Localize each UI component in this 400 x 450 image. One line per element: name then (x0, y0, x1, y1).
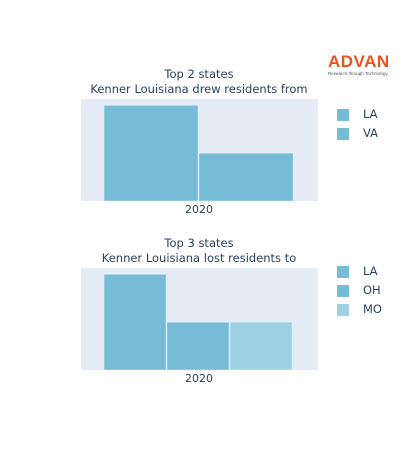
chart-2-svg (103, 274, 293, 370)
logo-tagline: Research through Technology (328, 71, 388, 76)
chart-1-title-line-2: Kenner Louisiana drew residents from (90, 82, 308, 96)
bar-oh[interactable] (166, 321, 230, 370)
chart-1-title: Top 2 states Kenner Louisiana drew resid… (80, 67, 318, 97)
bar-mo[interactable] (229, 321, 293, 370)
legend-label: MO (363, 302, 382, 316)
legend-swatch (337, 266, 349, 278)
bar-la[interactable] (103, 274, 167, 370)
chart-2-title-line-2: Kenner Louisiana lost residents to (101, 251, 297, 265)
legend-label: VA (363, 126, 378, 140)
legend-swatch (337, 285, 349, 297)
chart-1-x-tick: 2020 (185, 203, 213, 216)
legend-swatch (337, 128, 349, 140)
chart-2-title-line-1: Top 3 states (164, 236, 234, 250)
chart-1-title-line-1: Top 2 states (164, 67, 234, 81)
logo-text: ADVAN (328, 52, 390, 71)
chart-1-svg (103, 105, 294, 201)
legend-label: OH (363, 283, 381, 297)
advan-logo: ADVAN Research through Technology (328, 53, 396, 77)
chart-2-x-tick: 2020 (185, 372, 213, 385)
legend-swatch (337, 304, 349, 316)
chart-2-plot-area (81, 268, 318, 370)
legend-label: LA (363, 264, 378, 278)
legend-swatch (337, 109, 349, 121)
bar-la[interactable] (103, 105, 199, 201)
chart-1-plot-area (81, 99, 318, 201)
legend-label: LA (363, 107, 378, 121)
bar-va[interactable] (198, 152, 294, 201)
chart-2-title: Top 3 states Kenner Louisiana lost resid… (80, 236, 318, 266)
